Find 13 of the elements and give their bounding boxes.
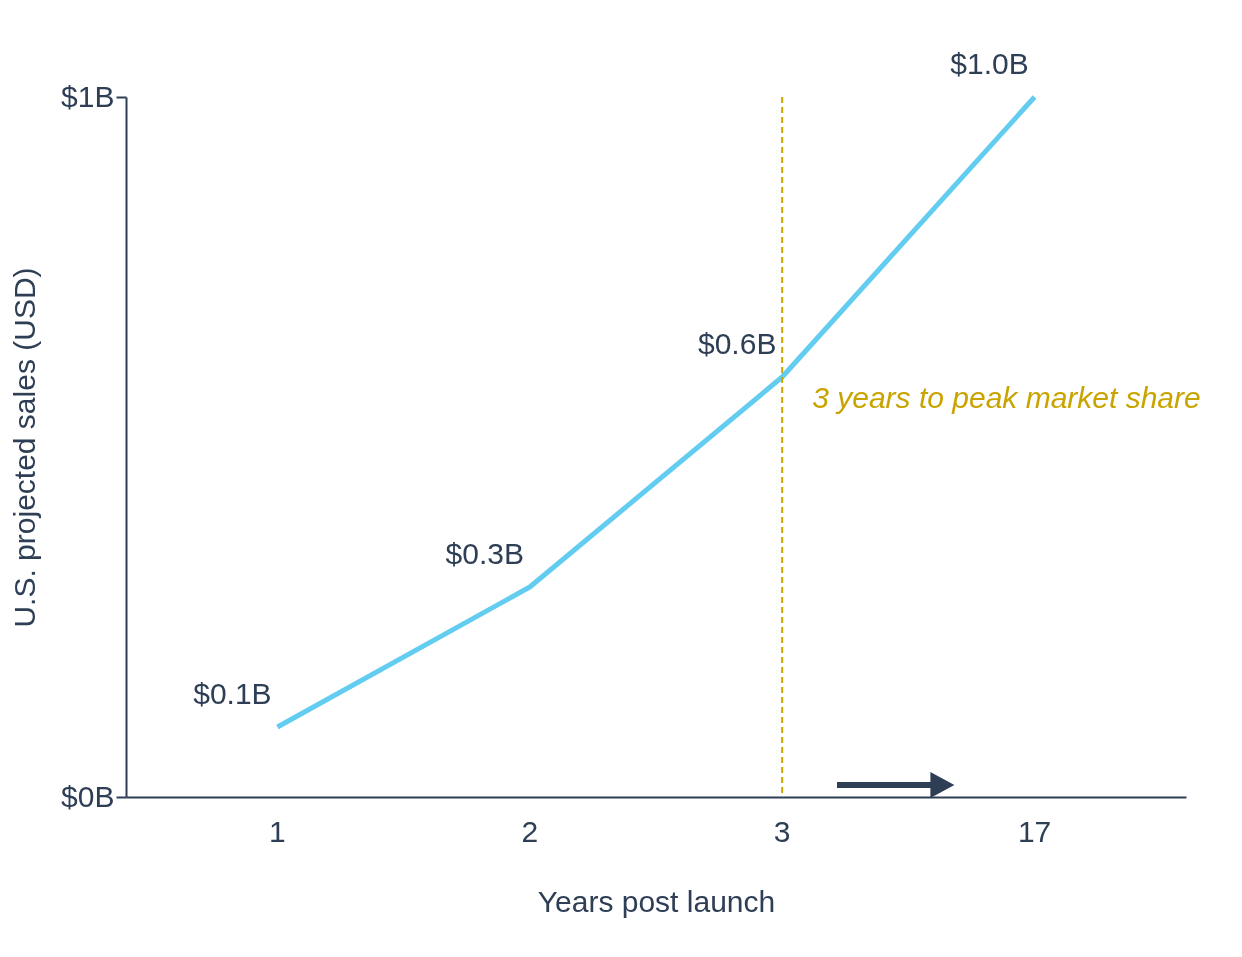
- data-label: $0.3B: [445, 537, 525, 570]
- x-tick-label: 17: [1017, 814, 1052, 848]
- x-tick-label: 3: [773, 814, 791, 848]
- x-tick-label: 1: [269, 814, 286, 848]
- y-axis-title: U.S. projected sales (USD): [8, 267, 42, 628]
- data-label: $1.0B: [950, 47, 1029, 80]
- data-label: $0.1B: [193, 677, 272, 710]
- y-tick-label: $0B: [61, 779, 115, 813]
- x-tick-label: 2: [521, 814, 539, 848]
- ref-line-label: 3 years to peak market share: [812, 381, 1201, 414]
- data-label: $0.6B: [697, 327, 777, 360]
- x-axis-title: Years post launch: [537, 884, 776, 918]
- y-tick-label: $1B: [61, 79, 115, 113]
